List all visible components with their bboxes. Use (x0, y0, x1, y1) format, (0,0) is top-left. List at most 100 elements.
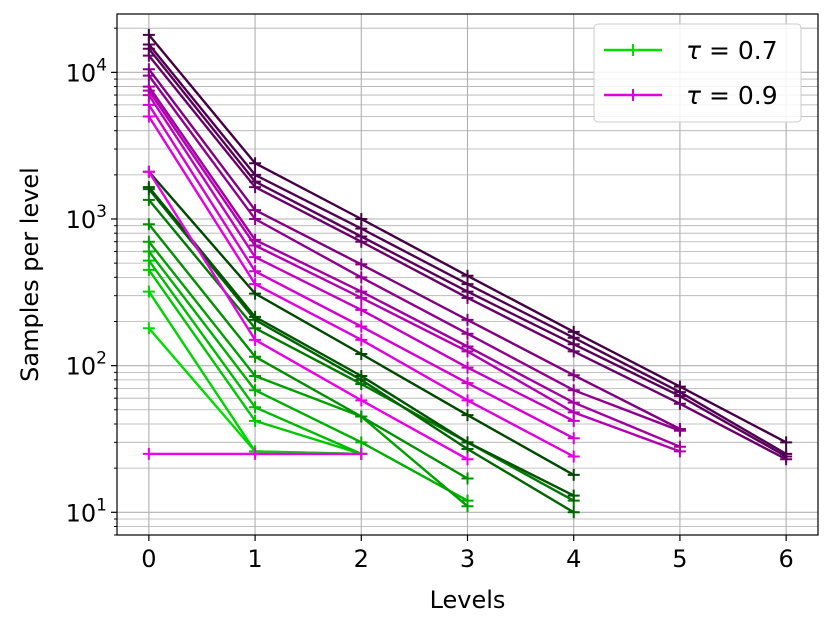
data-point (249, 369, 262, 382)
data-point (461, 500, 474, 513)
series-line (147, 250, 469, 502)
data-point (142, 285, 155, 298)
data-point (355, 271, 368, 284)
data-point (249, 278, 262, 291)
series-line (147, 68, 681, 431)
data-point (355, 410, 368, 423)
data-point (355, 212, 368, 225)
data-point (249, 157, 262, 170)
series-line (147, 85, 681, 448)
data-point (249, 204, 262, 217)
x-tick-label: 1 (247, 545, 262, 573)
series-15 (142, 98, 580, 445)
data-point (249, 333, 262, 346)
data-point (567, 506, 580, 519)
data-point (355, 394, 368, 407)
legend-label: τ = 0.9 (686, 81, 778, 110)
series-line (147, 74, 681, 432)
series-20 (142, 63, 686, 435)
series-18 (142, 80, 686, 453)
series-5 (142, 245, 474, 507)
series-7 (142, 218, 474, 485)
x-tick-label: 5 (672, 545, 687, 573)
data-point (355, 436, 368, 449)
data-point (567, 450, 580, 463)
data-point (249, 384, 262, 397)
series-line (147, 171, 469, 461)
data-point (567, 384, 580, 397)
legend-box (593, 23, 802, 123)
data-point (355, 348, 368, 361)
data-point (249, 350, 262, 363)
data-point (461, 453, 474, 466)
x-tick-label: 4 (566, 545, 581, 573)
data-point (567, 432, 580, 445)
data-point (142, 181, 155, 194)
data-point (355, 303, 368, 316)
data-point (249, 233, 262, 246)
legend-marker (627, 89, 639, 101)
series-10 (142, 181, 580, 502)
data-point (673, 440, 686, 453)
data-point (461, 361, 474, 374)
series-13 (142, 165, 474, 466)
data-point (567, 396, 580, 409)
y-axis: 101 102 103 104 (66, 27, 117, 536)
data-point (461, 409, 474, 422)
legend-marker (627, 44, 639, 56)
series-layer (142, 28, 793, 519)
data-point (461, 394, 474, 407)
data-point (461, 269, 474, 282)
data-point (780, 447, 793, 460)
data-point (249, 414, 262, 427)
data-point (142, 80, 155, 93)
series-14 (142, 110, 580, 463)
y-axis-label: Samples per level (16, 167, 44, 382)
x-axis: 0 1 2 3 4 5 6 (141, 535, 794, 573)
data-point (142, 110, 155, 123)
data-point (142, 322, 155, 335)
series-line (147, 223, 469, 480)
data-point (249, 265, 262, 278)
x-tick-label: 0 (141, 545, 156, 573)
data-point (461, 327, 474, 340)
x-axis-label: Levels (430, 586, 506, 614)
data-point (461, 436, 474, 449)
data-point (567, 369, 580, 382)
series-24 (142, 28, 793, 449)
data-point (355, 320, 368, 333)
data-point (355, 333, 368, 346)
data-point (142, 235, 155, 248)
data-point (142, 218, 155, 231)
data-point (673, 422, 686, 435)
data-point (249, 310, 262, 323)
data-point (142, 165, 155, 178)
data-point (567, 325, 580, 338)
series-12 (142, 447, 368, 460)
y-tick-label: 101 (66, 495, 107, 527)
y-tick-label: 104 (66, 55, 107, 87)
data-point (567, 489, 580, 502)
data-point (355, 258, 368, 271)
series-line (147, 90, 681, 453)
data-point (355, 369, 368, 382)
legend: τ = 0.7 τ = 0.9 (593, 23, 802, 123)
series-16 (142, 89, 580, 427)
x-tick-label: 6 (778, 545, 793, 573)
series-line (147, 240, 469, 508)
data-point (249, 251, 262, 264)
legend-item: τ = 0.7 (604, 36, 778, 65)
x-tick-label: 2 (354, 545, 369, 573)
data-point (249, 401, 262, 414)
y-tick-label: 102 (66, 349, 107, 381)
data-point (249, 168, 262, 181)
data-point (142, 28, 155, 41)
data-point (249, 447, 262, 460)
data-point (142, 447, 155, 460)
data-point (355, 285, 368, 298)
data-point (461, 377, 474, 390)
data-point (355, 447, 368, 460)
legend-item: τ = 0.9 (604, 81, 778, 110)
data-point (461, 313, 474, 326)
